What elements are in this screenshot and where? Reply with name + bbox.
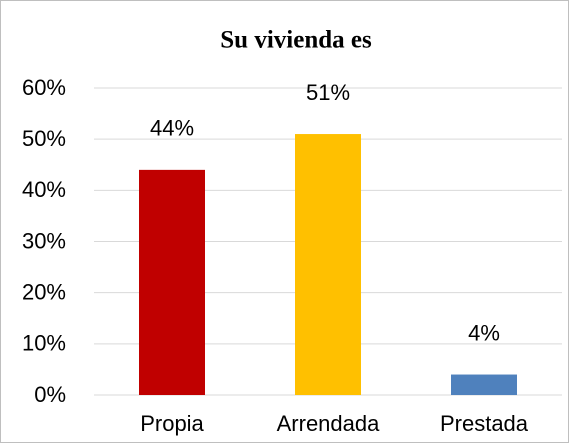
y-tick-label: 10%	[22, 331, 66, 356]
y-tick-label: 60%	[22, 75, 66, 100]
data-label: 4%	[468, 320, 500, 345]
y-tick-label: 0%	[34, 382, 66, 407]
bar	[139, 169, 205, 395]
y-tick-label: 40%	[22, 177, 66, 202]
x-tick-label: Arrendada	[277, 411, 381, 436]
data-label: 44%	[150, 116, 194, 141]
x-tick-label: Propia	[140, 411, 204, 436]
y-tick-label: 20%	[22, 279, 66, 304]
y-tick-label: 50%	[22, 126, 66, 151]
x-tick-label: Prestada	[440, 411, 529, 436]
bar	[451, 374, 517, 395]
data-label: 51%	[306, 80, 350, 105]
y-tick-label: 30%	[22, 228, 66, 253]
bar	[295, 134, 361, 396]
chart-title: Su vivienda es	[220, 27, 372, 54]
